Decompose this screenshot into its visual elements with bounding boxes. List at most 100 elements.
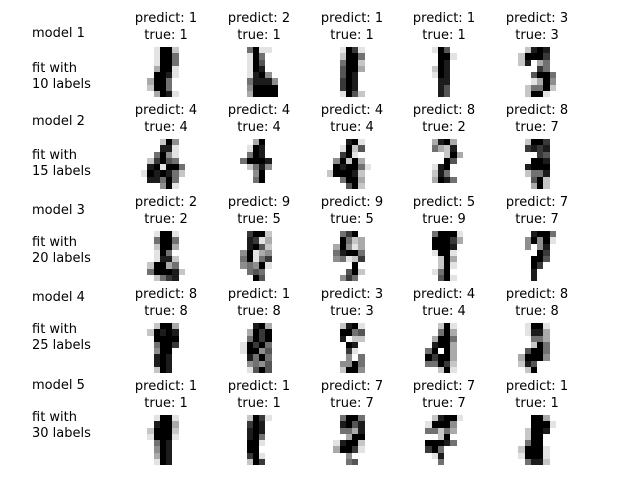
- digit-pixel: [172, 170, 179, 177]
- digit-pixel: [166, 446, 173, 453]
- digit-pixel: [450, 329, 457, 336]
- digit-pixel: [234, 427, 241, 434]
- digit-pixel: [518, 151, 525, 158]
- digit-pixel: [425, 65, 432, 72]
- digit-pixel: [172, 440, 179, 447]
- digit-pixel: [530, 53, 537, 60]
- digit-pixel: [364, 341, 371, 348]
- digit-pixel: [246, 139, 253, 146]
- digit-pixel: [178, 151, 185, 158]
- panel-title: predict: 1 true: 1: [116, 378, 216, 412]
- digit-pixel: [178, 262, 185, 269]
- digit-pixel: [352, 47, 359, 54]
- digit-pixel: [450, 360, 457, 367]
- digit-pixel: [246, 145, 253, 152]
- digit-pixel: [259, 440, 266, 447]
- digit-pixel: [147, 139, 154, 146]
- panel-title: predict: 8 true: 8: [116, 286, 216, 320]
- digit-pixel: [252, 421, 259, 428]
- digit-pixel: [419, 446, 426, 453]
- digit-pixel: [512, 458, 519, 465]
- digit-pixel: [450, 231, 457, 238]
- digit-pixel: [419, 72, 426, 79]
- digit-pixel: [537, 72, 544, 79]
- digit-pixel: [327, 360, 334, 367]
- digit-image: [419, 139, 469, 189]
- digit-pixel: [364, 323, 371, 330]
- digit-pixel: [555, 84, 562, 91]
- digit-pixel: [444, 335, 451, 342]
- digit-pixel: [555, 139, 562, 146]
- digit-pixel: [234, 151, 241, 158]
- digit-pixel: [419, 433, 426, 440]
- digit-pixel: [172, 139, 179, 146]
- true-label: true: 8: [237, 304, 281, 319]
- digit-pixel: [234, 262, 241, 269]
- digit-pixel: [549, 53, 556, 60]
- digit-pixel: [518, 84, 525, 91]
- digit-pixel: [147, 354, 154, 361]
- digit-pixel: [431, 249, 438, 256]
- digit-pixel: [425, 274, 432, 281]
- digit-pixel: [159, 366, 166, 373]
- digit-pixel: [419, 268, 426, 275]
- digit-pixel: [358, 274, 365, 281]
- digit-pixel: [370, 157, 377, 164]
- digit-pixel: [543, 164, 550, 171]
- digit-pixel: [166, 157, 173, 164]
- digit-pixel: [444, 47, 451, 54]
- digit-pixel: [530, 421, 537, 428]
- true-label: true: 7: [515, 120, 559, 135]
- true-label: true: 2: [144, 212, 188, 227]
- digit-pixel: [271, 256, 278, 263]
- digit-pixel: [530, 415, 537, 422]
- digit-pixel: [437, 78, 444, 85]
- digit-pixel: [259, 53, 266, 60]
- digit-pixel: [512, 415, 519, 422]
- predict-label: predict: 2: [227, 11, 291, 26]
- digit-pixel: [462, 323, 469, 330]
- true-label: true: 4: [237, 120, 281, 135]
- digit-pixel: [265, 53, 272, 60]
- digit-pixel: [444, 78, 451, 85]
- digit-pixel: [537, 231, 544, 238]
- digit-pixel: [555, 262, 562, 269]
- digit-pixel: [530, 256, 537, 263]
- digit-pixel: [240, 329, 247, 336]
- digit-pixel: [147, 237, 154, 244]
- digit-pixel: [370, 151, 377, 158]
- digit-pixel: [153, 157, 160, 164]
- digit-pixel: [178, 72, 185, 79]
- digit-pixel: [259, 176, 266, 183]
- digit-pixel: [543, 452, 550, 459]
- digit-pixel: [358, 78, 365, 85]
- digit-pixel: [456, 256, 463, 263]
- digit-pixel: [339, 53, 346, 60]
- digit-pixel: [364, 452, 371, 459]
- digit-pixel: [364, 72, 371, 79]
- digit-pixel: [159, 231, 166, 238]
- digit-pixel: [153, 452, 160, 459]
- digit-pixel: [178, 90, 185, 97]
- digit-pixel: [431, 329, 438, 336]
- digit-pixel: [512, 341, 519, 348]
- digit-pixel: [345, 170, 352, 177]
- digit-pixel: [184, 72, 191, 79]
- digit-pixel: [184, 341, 191, 348]
- digit-pixel: [518, 427, 525, 434]
- digit-pixel: [549, 47, 556, 54]
- digit-pixel: [240, 354, 247, 361]
- digit-pixel: [437, 231, 444, 238]
- digit-pixel: [240, 176, 247, 183]
- digit-pixel: [166, 427, 173, 434]
- digit-pixel: [370, 164, 377, 171]
- digit-pixel: [425, 348, 432, 355]
- digit-pixel: [437, 335, 444, 342]
- digit-pixel: [265, 78, 272, 85]
- digit-pixel: [178, 65, 185, 72]
- digit-pixel: [518, 421, 525, 428]
- digit-pixel: [178, 458, 185, 465]
- digit-pixel: [364, 360, 371, 367]
- predict-label: predict: 9: [227, 195, 291, 210]
- digit-pixel: [462, 182, 469, 189]
